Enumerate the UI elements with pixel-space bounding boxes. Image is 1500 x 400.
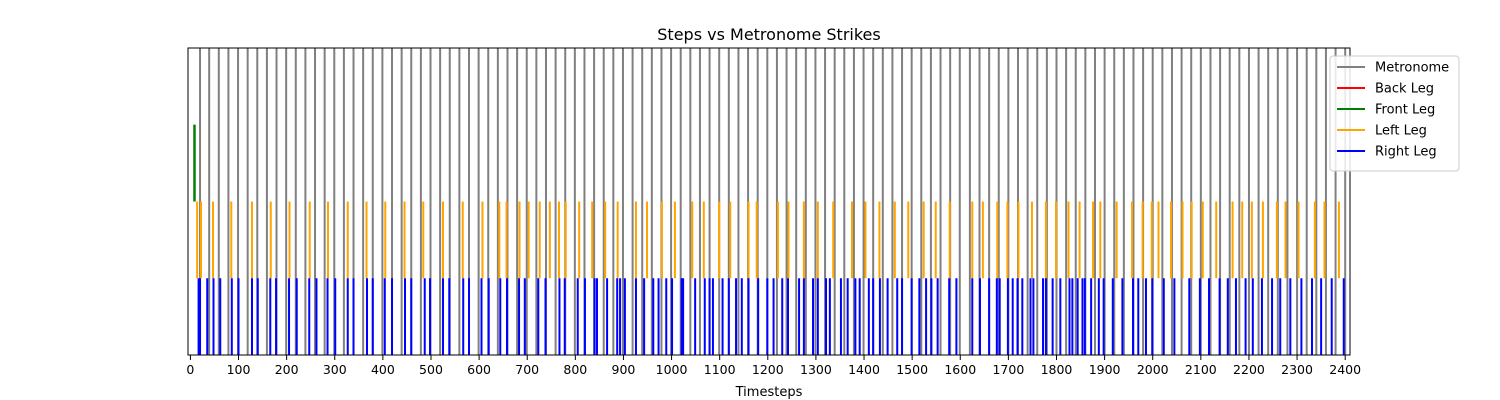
legend-box [1329, 55, 1460, 172]
x-tick-label: 200 [275, 362, 299, 377]
x-tick-label: 1000 [656, 362, 688, 377]
x-tick-label: 2300 [1281, 362, 1313, 377]
legend-entry-label: Metronome [1375, 61, 1449, 76]
series-metronome [199, 48, 1347, 355]
x-tick-label: 0 [186, 362, 194, 377]
x-tick-label: 1200 [752, 362, 784, 377]
x-tick-label: 1900 [1089, 362, 1121, 377]
x-tick-label: 1800 [1041, 362, 1073, 377]
x-axis-label: Timesteps [735, 385, 803, 400]
x-axis: 0 100 200 300 400 500 600 700 800 900 1000 1100 1200… [186, 355, 1361, 377]
x-tick-label: 900 [612, 362, 636, 377]
x-tick-label: 100 [227, 362, 251, 377]
x-tick-label: 2200 [1233, 362, 1265, 377]
legend: Metronome Back Leg Front Leg Left Leg Right … [1329, 55, 1460, 172]
x-tick-label: 2000 [1137, 362, 1169, 377]
legend-entry-label: Front Leg [1375, 103, 1435, 118]
x-tick-label: 700 [515, 362, 539, 377]
x-tick-label: 800 [563, 362, 587, 377]
x-tick-label: 500 [419, 362, 443, 377]
x-tick-label: 1100 [704, 362, 736, 377]
series-right-leg [197, 278, 1345, 355]
legend-entry-label: Back Leg [1375, 82, 1434, 97]
x-tick-label: 1400 [848, 362, 880, 377]
plot-frame [187, 47, 1351, 356]
legend-entry-label: Right Leg [1375, 145, 1437, 160]
x-tick-label: 1300 [800, 362, 832, 377]
x-tick-label: 2400 [1329, 362, 1361, 377]
x-tick-label: 600 [467, 362, 491, 377]
series-left-leg [196, 201, 1340, 279]
x-tick-label: 2100 [1185, 362, 1217, 377]
x-tick-label: 1600 [944, 362, 976, 377]
x-tick-label: 300 [323, 362, 347, 377]
chart-title: Steps vs Metronome Strikes [657, 25, 880, 44]
series-layer [193, 48, 1347, 355]
legend-entry-label: Left Leg [1375, 124, 1427, 139]
x-tick-label: 1500 [896, 362, 928, 377]
x-tick-label: 400 [371, 362, 395, 377]
x-tick-label: 1700 [992, 362, 1024, 377]
